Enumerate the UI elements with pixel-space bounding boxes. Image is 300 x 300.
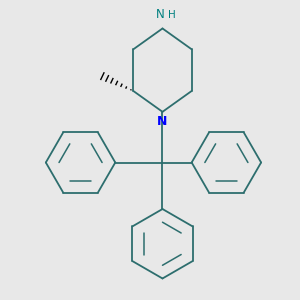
Text: N: N [157, 115, 168, 128]
Text: N: N [156, 8, 165, 21]
Text: H: H [168, 10, 176, 20]
